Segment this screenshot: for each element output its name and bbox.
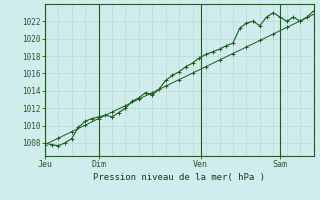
- X-axis label: Pression niveau de la mer( hPa ): Pression niveau de la mer( hPa ): [93, 173, 265, 182]
